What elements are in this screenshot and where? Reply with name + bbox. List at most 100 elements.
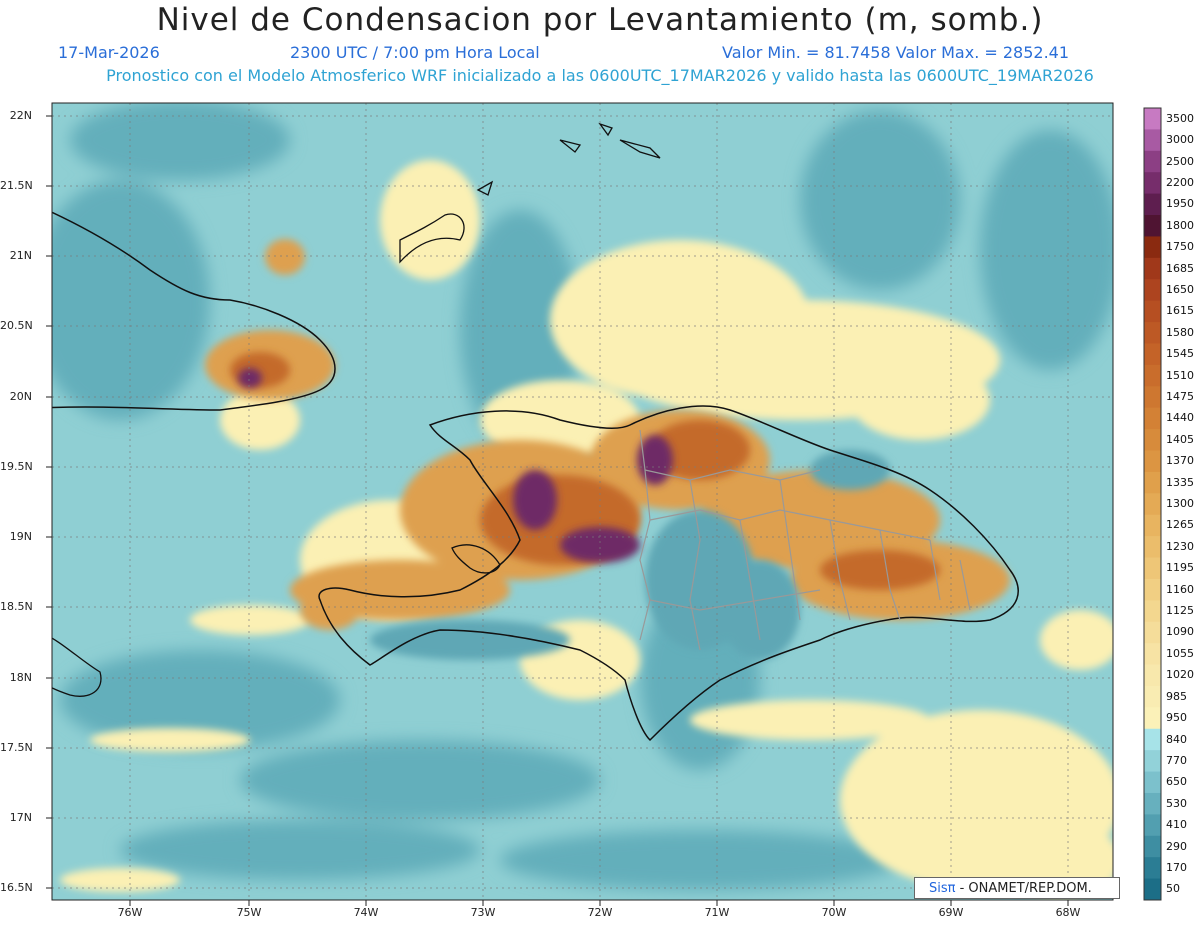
province-borders [639,429,971,651]
credit-box: Sisπ - ONAMET/REP.DOM. [914,877,1120,899]
cuba-coast [52,211,336,411]
colorbar-label: 950 [1166,711,1187,725]
colorbar-label: 1160 [1166,582,1194,596]
sispi-logo-text: Sisπ [929,881,956,896]
jamaica-coast [52,637,102,697]
colorbar-label: 1335 [1166,475,1194,489]
colorbar-swatch [1144,835,1161,858]
lon-label: 75W [236,906,262,919]
colorbar-label: 290 [1166,839,1187,853]
colorbar-label: 170 [1166,860,1187,874]
bahamas-islands [399,122,661,264]
colorbar-label: 1650 [1166,282,1194,296]
colorbar-label: 1195 [1166,561,1194,575]
colorbar-swatch [1144,814,1161,837]
colorbar-swatch [1144,685,1161,708]
lon-label: 74W [353,906,379,919]
colorbar-swatch [1144,429,1161,451]
colorbar-label: 2500 [1166,154,1194,168]
colorbar-label: 1510 [1166,368,1194,382]
lon-label: 69W [938,906,964,919]
colorbar-swatch [1144,407,1161,430]
colorbar-swatch [1144,150,1161,173]
colorbar-label: 1580 [1166,325,1194,339]
lon-label: 70W [821,906,847,919]
colorbar-swatch [1144,236,1161,259]
colorbar-label: 1545 [1166,347,1194,361]
colorbar-swatch [1144,172,1161,195]
colorbar-swatch [1144,621,1161,644]
colorbar-swatch [1144,600,1161,623]
colorbar-label: 1440 [1166,411,1194,425]
colorbar-swatch [1144,279,1161,302]
lon-label: 73W [470,906,496,919]
colorbar-outline [1143,107,1162,901]
lat-label: 18.5N [0,600,33,613]
lat-label: 21N [9,249,32,262]
colorbar-label: 1230 [1166,539,1194,553]
colorbar-swatch [1144,493,1161,516]
map-title: Nivel de Condensacion por Levantamiento … [156,2,1044,38]
min-max-label: Valor Min. = 81.7458 Valor Max. = 2852.4… [722,43,1070,62]
colorbar-swatch [1144,792,1161,815]
colorbar-swatch [1144,857,1161,880]
colorbar-label: 1685 [1166,261,1194,275]
colorbar-label: 1055 [1166,646,1194,660]
colorbar-swatch [1144,878,1161,901]
forecast-subtitle: Pronostico con el Modelo Atmosferico WRF… [106,66,1094,85]
lat-label: 21.5N [0,179,33,192]
lat-label: 22N [9,109,32,122]
colorbar-swatch [1144,193,1161,216]
colorbar-swatch [1144,643,1161,666]
colorbar-label: 1615 [1166,304,1194,318]
colorbar-label: 1800 [1166,218,1194,232]
colorbar [1143,107,1162,901]
colorbar-swatch [1144,750,1161,773]
lat-label: 16.5N [0,881,33,894]
credit-text: - ONAMET/REP.DOM. [955,881,1092,896]
date-label: 17-Mar-2026 [58,43,160,62]
colorbar-swatch [1144,536,1161,559]
colorbar-label: 650 [1166,775,1187,789]
lat-label: 19.5N [0,460,33,473]
colorbar-label: 1405 [1166,432,1194,446]
colorbar-swatch [1144,728,1161,751]
lon-label: 71W [704,906,730,919]
colorbar-label: 530 [1166,796,1187,810]
colorbar-label: 1475 [1166,390,1194,403]
colorbar-label: 3500 [1166,111,1194,125]
colorbar-swatch [1144,322,1161,344]
colorbar-swatch [1144,257,1161,280]
colorbar-swatch [1144,108,1161,130]
colorbar-label: 840 [1166,732,1187,746]
colorbar-label: 770 [1166,753,1187,767]
gonave-island [451,544,501,574]
colorbar-label: 1125 [1166,604,1194,617]
colorbar-label: 2200 [1166,175,1194,189]
colorbar-swatch [1144,707,1161,730]
colorbar-swatch [1144,364,1161,387]
colorbar-swatch [1144,343,1161,366]
colorbar-label: 1265 [1166,518,1194,532]
lcl-field [52,103,1113,900]
colorbar-label: 1300 [1166,497,1194,510]
lat-label: 18N [9,671,32,684]
hispaniola-coast [318,405,1019,742]
colorbar-swatch [1144,386,1161,409]
colorbar-swatch [1144,300,1161,323]
lon-label: 72W [587,906,613,919]
colorbar-swatch [1144,129,1161,152]
time-label: 2300 UTC / 7:00 pm Hora Local [290,43,540,62]
colorbar-label: 410 [1166,818,1187,832]
colorbar-label: 3000 [1166,133,1194,147]
colorbar-swatch [1144,771,1161,794]
colorbar-label: 1750 [1166,240,1194,254]
colorbar-label: 1950 [1166,197,1194,211]
axis-ticks [46,115,1069,906]
lat-label: 17N [9,811,32,824]
colorbar-swatch [1144,450,1161,473]
lat-label: 19N [9,530,32,543]
colorbar-swatch [1144,215,1161,237]
lon-label: 68W [1055,906,1081,919]
